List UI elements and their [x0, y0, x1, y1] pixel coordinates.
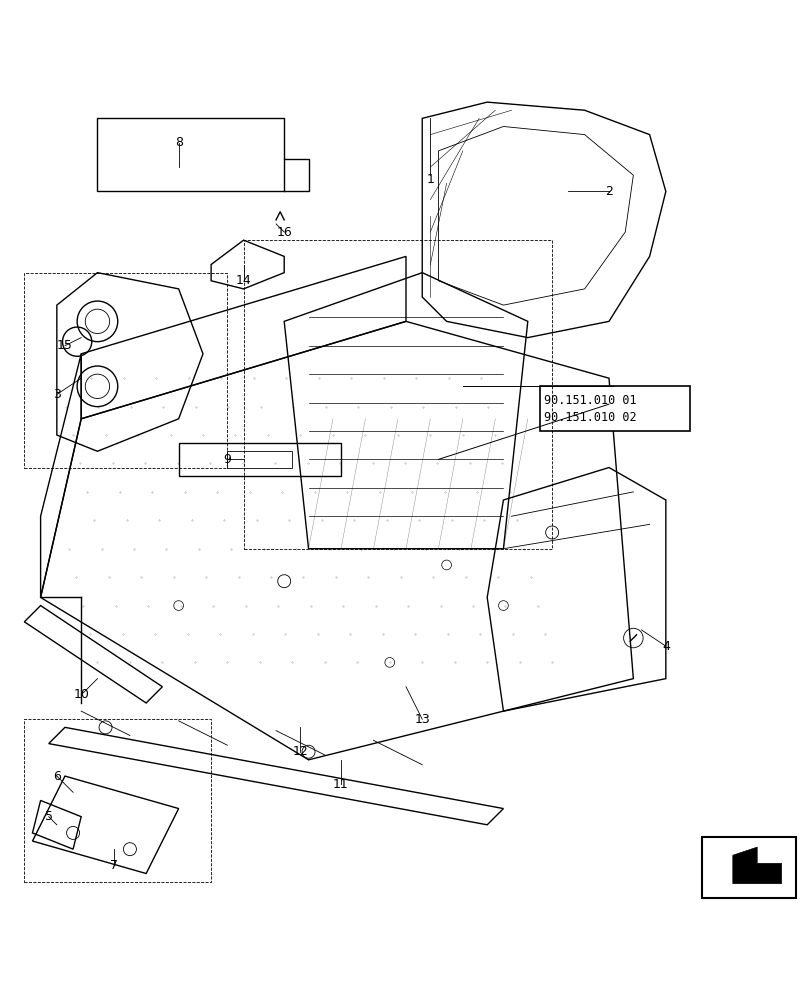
Bar [243, 240, 551, 549]
Bar [227, 451, 292, 468]
Text: 8: 8 [174, 136, 182, 149]
Text: 14: 14 [235, 274, 251, 287]
Text: 5: 5 [45, 810, 53, 823]
Text: 1: 1 [426, 173, 434, 186]
Text: 9: 9 [223, 453, 231, 466]
Text: 3: 3 [53, 388, 61, 401]
Text: 11: 11 [333, 778, 349, 791]
FancyBboxPatch shape [539, 386, 689, 431]
Text: 7: 7 [109, 859, 118, 872]
Text: 15: 15 [57, 339, 73, 352]
Text: 90.151.010 01: 90.151.010 01 [543, 394, 636, 407]
Text: 4: 4 [661, 640, 669, 653]
Polygon shape [732, 847, 780, 884]
Text: 2: 2 [604, 185, 612, 198]
Text: 13: 13 [414, 713, 430, 726]
Text: 90.151.010 02: 90.151.010 02 [543, 411, 636, 424]
Bar [702, 837, 795, 898]
Text: 16: 16 [276, 226, 292, 239]
Bar [24, 273, 227, 468]
Text: 12: 12 [292, 745, 308, 758]
Text: 10: 10 [73, 688, 89, 701]
Bar [24, 719, 211, 882]
Text: 6: 6 [53, 770, 61, 783]
